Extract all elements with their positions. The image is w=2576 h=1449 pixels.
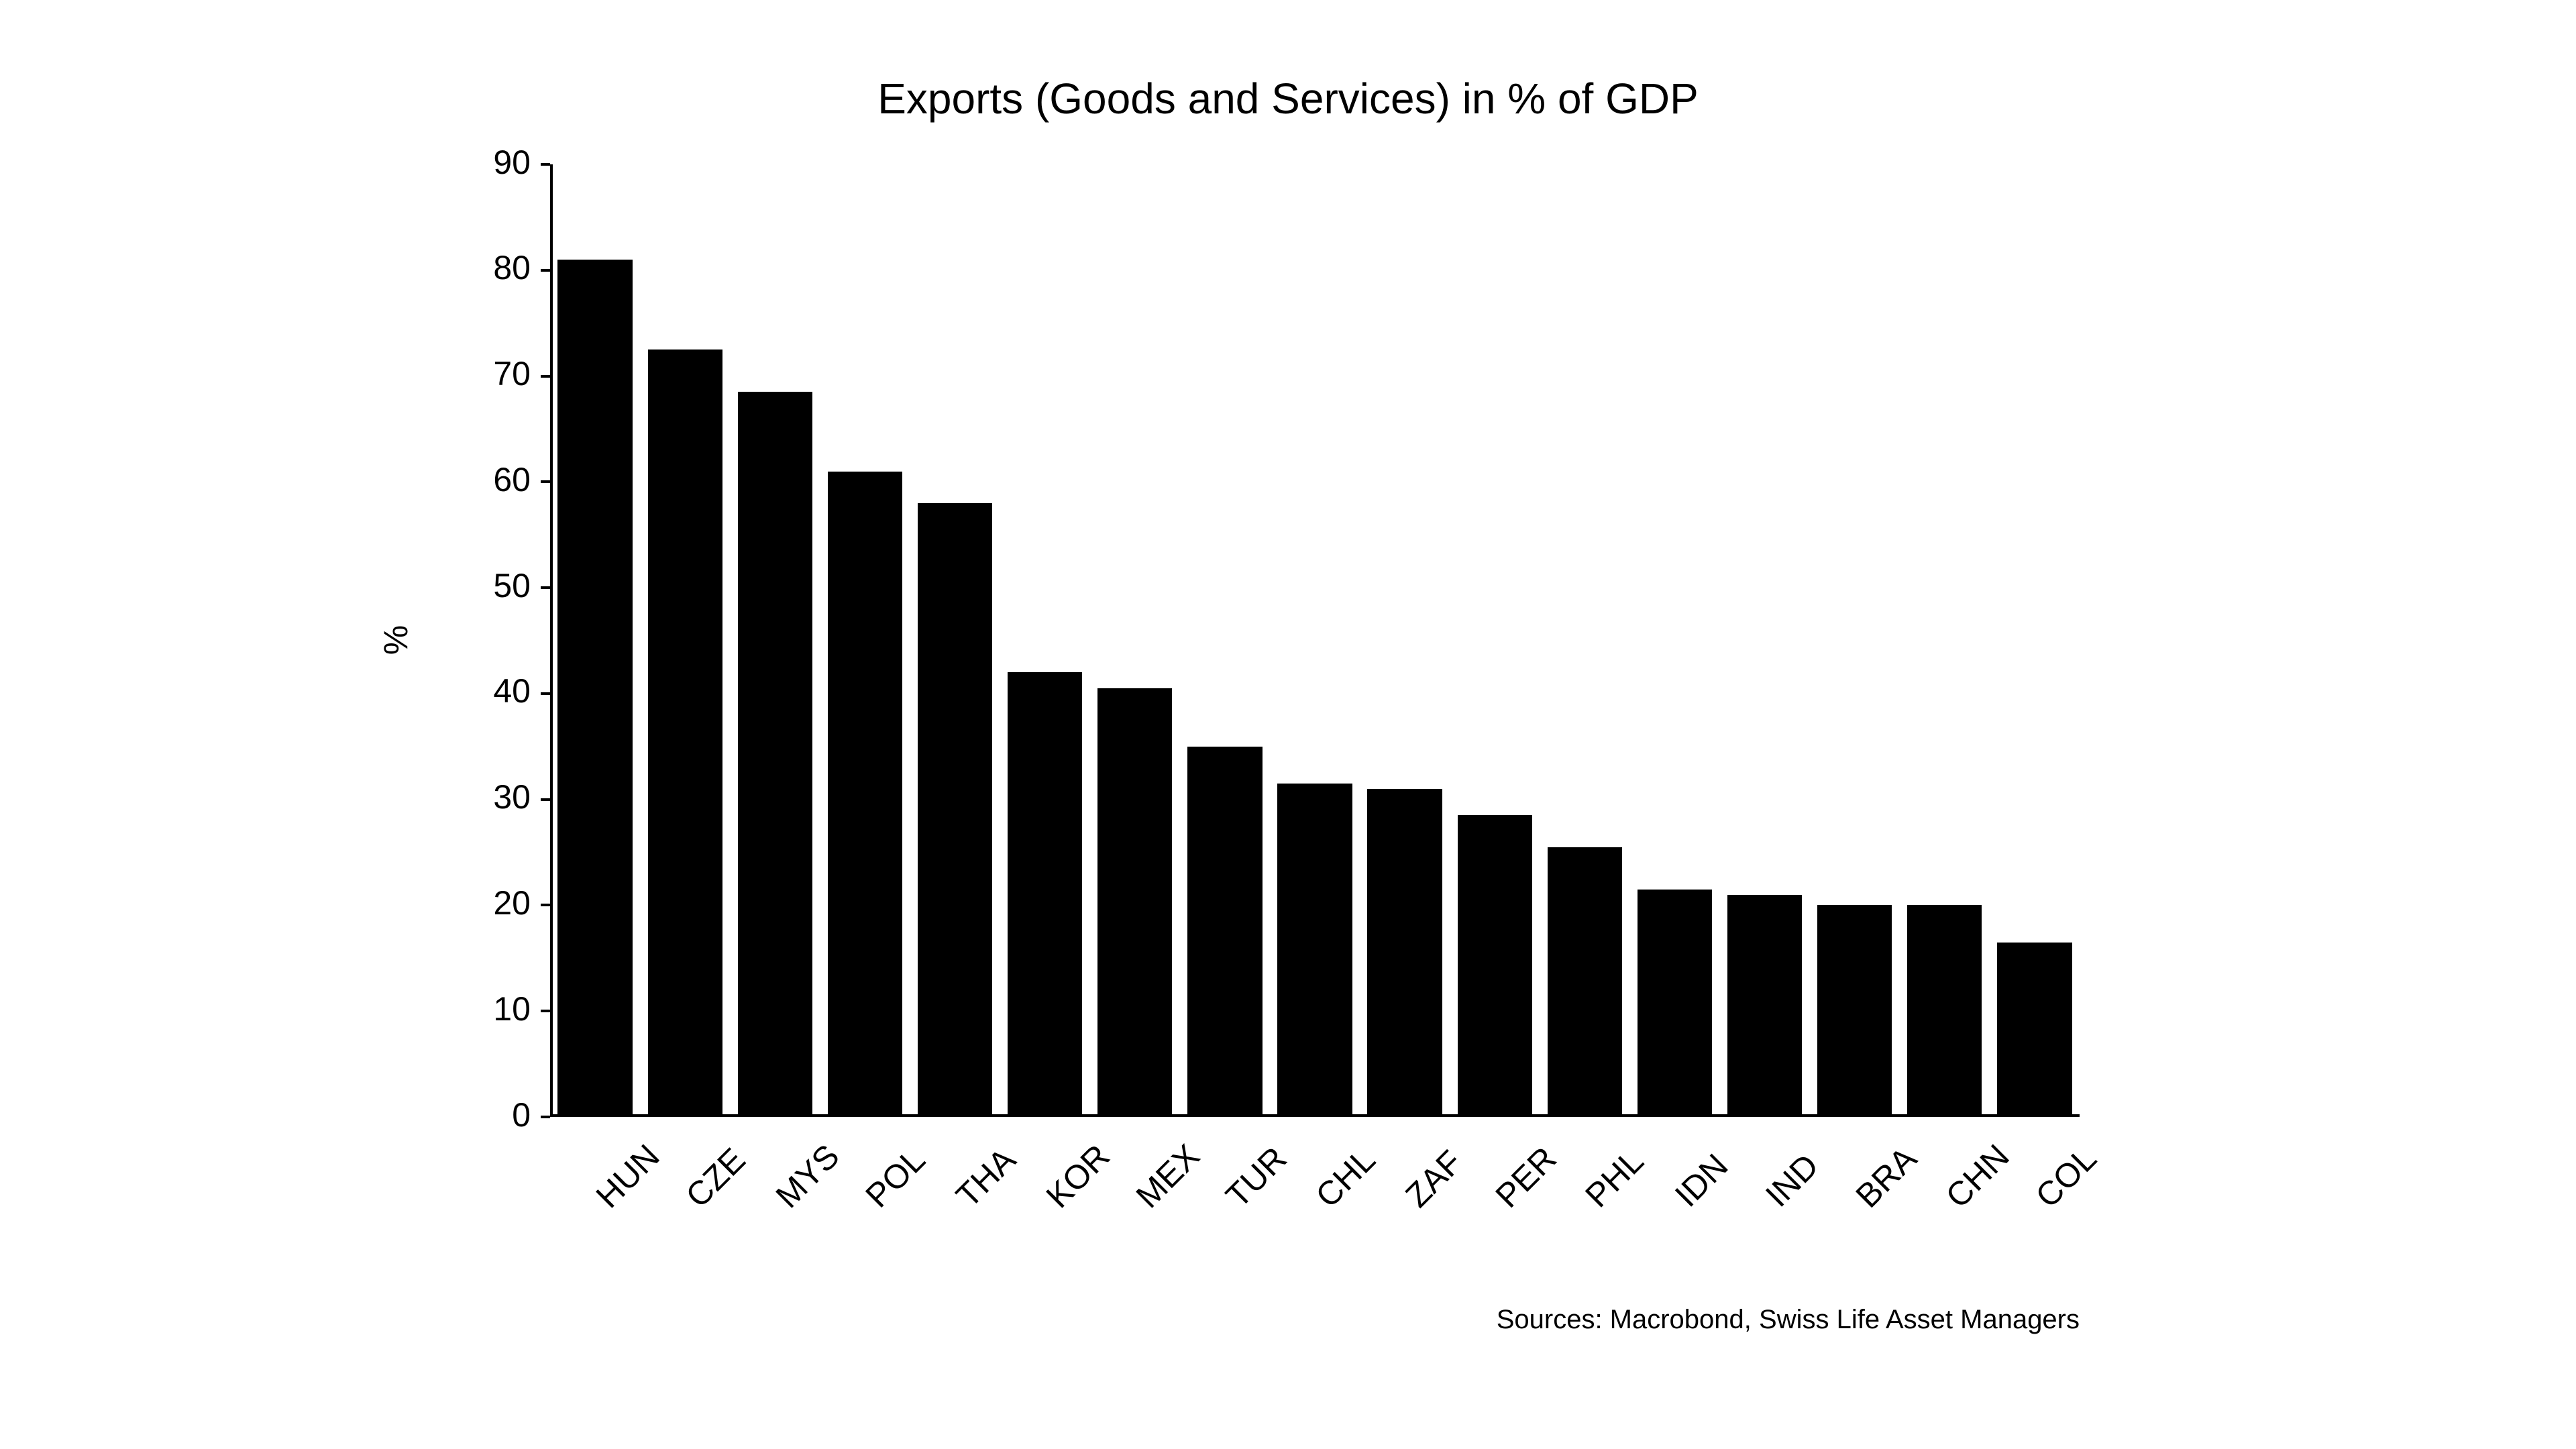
x-tick-label: ZAF [1398,1142,1470,1215]
x-tick-label: MEX [1128,1136,1208,1216]
chart-stage: Exports (Goods and Services) in % of GDP… [0,0,2576,1449]
y-tick-label: 20 [453,883,531,922]
x-tick-label: TUR [1218,1139,1295,1216]
y-tick-label: 80 [453,248,531,287]
x-tick-label: IDN [1668,1146,1736,1215]
y-tick-label: 0 [453,1095,531,1134]
x-tick-label: KOR [1038,1136,1118,1216]
x-tick-label: CZE [678,1140,753,1216]
bar [648,350,722,1117]
bar [1638,890,1712,1117]
bar [918,503,992,1117]
x-tick-label: PHL [1578,1141,1652,1215]
y-tick-mark [541,904,550,906]
y-tick-mark [541,586,550,589]
y-tick-mark [541,163,550,166]
x-tick-label: CHN [1938,1136,2017,1216]
y-axis-label: % [376,613,415,667]
y-tick-mark [541,480,550,483]
bar [1907,905,1982,1117]
y-tick-label: 60 [453,460,531,499]
y-tick-mark [541,798,550,801]
x-tick-label: CHL [1308,1140,1383,1216]
bar [1817,905,1892,1117]
bar [1097,688,1172,1117]
y-tick-label: 70 [453,354,531,393]
bar [738,392,812,1117]
x-tick-label: COL [2028,1139,2104,1216]
bar [1548,847,1622,1117]
x-tick-label: IND [1758,1146,1826,1215]
x-tick-label: THA [948,1140,1023,1216]
y-tick-mark [541,375,550,378]
y-axis-line [550,164,553,1117]
bar [1008,672,1082,1117]
y-tick-mark [541,269,550,272]
y-tick-mark [541,692,550,695]
bar [1727,895,1802,1117]
y-tick-mark [541,1010,550,1012]
bar [828,472,902,1117]
y-tick-label: 40 [453,672,531,710]
bar [1277,784,1352,1117]
x-tick-label: BRA [1848,1139,1925,1216]
y-tick-mark [541,1116,550,1118]
x-tick-label: HUN [588,1136,667,1216]
bar [1187,747,1262,1117]
bar [1367,789,1442,1117]
bar [557,260,632,1117]
x-tick-label: PER [1488,1139,1564,1216]
y-tick-label: 90 [453,143,531,182]
bar [1458,815,1532,1117]
x-tick-label: POL [858,1140,933,1216]
bar [1997,943,2072,1117]
y-tick-label: 50 [453,566,531,605]
y-tick-label: 10 [453,989,531,1028]
chart-title: Exports (Goods and Services) in % of GDP [0,74,2576,123]
x-tick-label: MYS [768,1136,847,1216]
source-text: Sources: Macrobond, Swiss Life Asset Man… [0,1305,2080,1335]
y-tick-label: 30 [453,777,531,816]
